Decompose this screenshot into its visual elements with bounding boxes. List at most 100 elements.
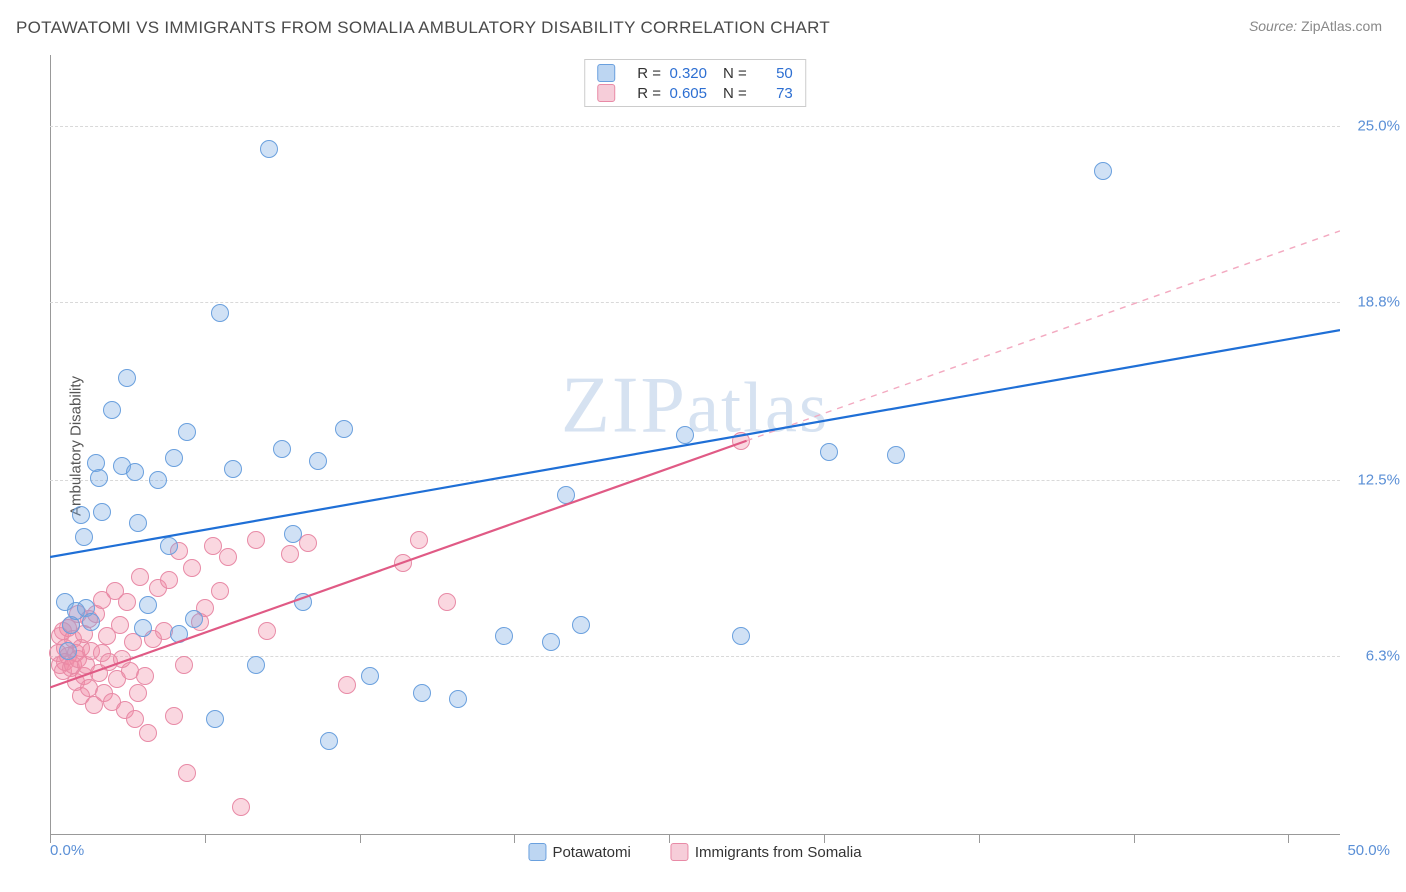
- scatter-point-somalia: [247, 531, 265, 549]
- legend-swatch-series-1-b: [528, 843, 546, 861]
- scatter-point-potawatomi: [273, 440, 291, 458]
- legend-row-series-1: R = 0.320 N = 50: [597, 64, 793, 82]
- legend-label-series-2: Immigrants from Somalia: [695, 844, 862, 861]
- scatter-point-potawatomi: [170, 625, 188, 643]
- scatter-point-potawatomi: [139, 596, 157, 614]
- x-tick: [205, 835, 206, 843]
- scatter-point-potawatomi: [129, 514, 147, 532]
- scatter-point-potawatomi: [542, 633, 560, 651]
- scatter-point-somalia: [394, 554, 412, 572]
- legend-correlation-box: R = 0.320 N = 50 R = 0.605 N = 73: [584, 59, 806, 107]
- scatter-point-somalia: [258, 622, 276, 640]
- legend-swatch-series-2-b: [671, 843, 689, 861]
- scatter-point-somalia: [219, 548, 237, 566]
- scatter-point-somalia: [139, 724, 157, 742]
- scatter-point-potawatomi: [676, 426, 694, 444]
- y-tick-label: 18.8%: [1345, 293, 1400, 310]
- legend-item-series-2: Immigrants from Somalia: [671, 843, 862, 861]
- chart-container: POTAWATOMI VS IMMIGRANTS FROM SOMALIA AM…: [0, 0, 1406, 892]
- x-tick: [360, 835, 361, 843]
- scatter-point-potawatomi: [178, 423, 196, 441]
- scatter-point-potawatomi: [206, 710, 224, 728]
- scatter-point-potawatomi: [103, 401, 121, 419]
- x-tick: [514, 835, 515, 843]
- scatter-point-potawatomi: [211, 304, 229, 322]
- x-tick: [669, 835, 670, 843]
- scatter-point-potawatomi: [294, 593, 312, 611]
- y-tick-label: 6.3%: [1345, 648, 1400, 665]
- legend-item-series-1: Potawatomi: [528, 843, 630, 861]
- scatter-point-potawatomi: [309, 452, 327, 470]
- legend-r-series-1: R = 0.320: [637, 65, 707, 82]
- scatter-point-somalia: [204, 537, 222, 555]
- legend-series-names: Potawatomi Immigrants from Somalia: [528, 843, 861, 861]
- scatter-point-potawatomi: [361, 667, 379, 685]
- scatter-point-potawatomi: [247, 656, 265, 674]
- scatter-point-potawatomi: [284, 525, 302, 543]
- scatter-point-potawatomi: [160, 537, 178, 555]
- scatter-point-somalia: [732, 432, 750, 450]
- scatter-point-somalia: [118, 593, 136, 611]
- scatter-point-potawatomi: [118, 369, 136, 387]
- x-tick: [824, 835, 825, 843]
- scatter-point-somalia: [410, 531, 428, 549]
- y-tick-label: 25.0%: [1345, 117, 1400, 134]
- scatter-point-potawatomi: [320, 732, 338, 750]
- scatter-point-somalia: [438, 593, 456, 611]
- x-axis-min-label: 0.0%: [50, 842, 84, 859]
- scatter-point-potawatomi: [557, 486, 575, 504]
- scatter-point-somalia: [160, 571, 178, 589]
- scatter-point-somalia: [175, 656, 193, 674]
- scatter-point-potawatomi: [82, 613, 100, 631]
- chart-title: POTAWATOMI VS IMMIGRANTS FROM SOMALIA AM…: [16, 18, 830, 38]
- legend-swatch-series-2: [597, 84, 615, 102]
- scatter-point-potawatomi: [126, 463, 144, 481]
- scatter-point-potawatomi: [732, 627, 750, 645]
- trend-lines-layer: [50, 55, 1340, 835]
- scatter-point-somalia: [178, 764, 196, 782]
- scatter-point-somalia: [281, 545, 299, 563]
- scatter-point-potawatomi: [495, 627, 513, 645]
- source-attribution: Source: ZipAtlas.com: [1249, 18, 1382, 34]
- scatter-point-potawatomi: [72, 506, 90, 524]
- scatter-point-potawatomi: [93, 503, 111, 521]
- scatter-point-potawatomi: [165, 449, 183, 467]
- scatter-point-potawatomi: [75, 528, 93, 546]
- scatter-point-potawatomi: [572, 616, 590, 634]
- source-value: ZipAtlas.com: [1301, 18, 1382, 34]
- scatter-point-potawatomi: [90, 469, 108, 487]
- scatter-point-somalia: [131, 568, 149, 586]
- legend-label-series-1: Potawatomi: [552, 844, 630, 861]
- legend-swatch-series-1: [597, 64, 615, 82]
- scatter-point-potawatomi: [1094, 162, 1112, 180]
- trend-line: [747, 231, 1340, 441]
- scatter-point-potawatomi: [335, 420, 353, 438]
- x-axis-max-label: 50.0%: [1347, 842, 1390, 859]
- scatter-point-somalia: [183, 559, 201, 577]
- legend-n-series-2: N = 73: [723, 85, 793, 102]
- watermark: ZIPatlas: [561, 361, 829, 452]
- gridline-h: [50, 302, 1340, 303]
- x-axis-line: [50, 834, 1340, 835]
- scatter-point-somalia: [129, 684, 147, 702]
- scatter-point-somalia: [232, 798, 250, 816]
- scatter-point-somalia: [136, 667, 154, 685]
- scatter-point-potawatomi: [260, 140, 278, 158]
- legend-n-series-1: N = 50: [723, 65, 793, 82]
- scatter-point-somalia: [111, 616, 129, 634]
- legend-r-series-2: R = 0.605: [637, 85, 707, 102]
- scatter-point-somalia: [338, 676, 356, 694]
- scatter-point-somalia: [211, 582, 229, 600]
- x-tick: [1288, 835, 1289, 843]
- x-tick: [1134, 835, 1135, 843]
- scatter-point-potawatomi: [59, 642, 77, 660]
- scatter-point-potawatomi: [887, 446, 905, 464]
- scatter-point-somalia: [165, 707, 183, 725]
- scatter-point-potawatomi: [149, 471, 167, 489]
- y-tick-label: 12.5%: [1345, 472, 1400, 489]
- gridline-h: [50, 480, 1340, 481]
- legend-row-series-2: R = 0.605 N = 73: [597, 84, 793, 102]
- gridline-h: [50, 126, 1340, 127]
- scatter-point-potawatomi: [224, 460, 242, 478]
- scatter-point-somalia: [299, 534, 317, 552]
